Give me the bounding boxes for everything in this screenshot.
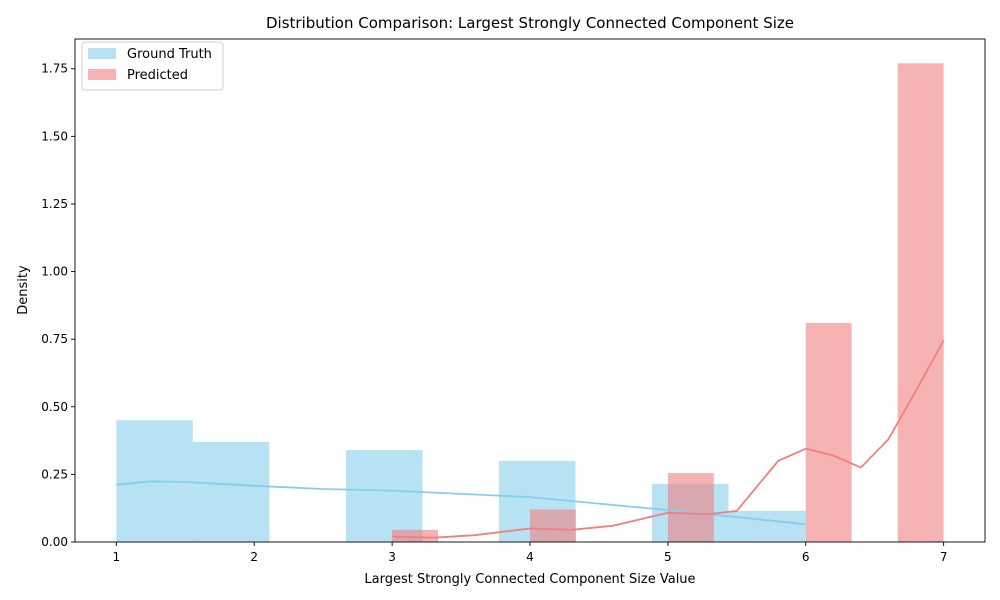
predicted-bar-5 — [897, 63, 944, 542]
x-tick-label: 3 — [388, 550, 396, 564]
predicted-legend-label: Predicted — [127, 68, 188, 83]
y-axis-label: Density — [16, 265, 31, 315]
ground-truth-legend-swatch — [88, 48, 116, 59]
ground-truth-legend-label: Ground Truth — [127, 47, 212, 62]
predicted-bar-1 — [392, 529, 439, 542]
x-axis-ticks: 1 2 3 4 5 6 7 — [113, 542, 948, 564]
y-tick-label: 1.25 — [41, 197, 68, 211]
bars-layer — [116, 63, 944, 542]
legend: Ground Truth Predicted — [81, 41, 224, 91]
y-axis-ticks: 0.00 0.25 0.50 0.75 1.00 1.25 1.50 1.75 — [41, 62, 75, 549]
predicted-bar-3 — [667, 473, 714, 542]
y-tick-label: 0.00 — [41, 535, 68, 549]
x-tick-label: 6 — [802, 550, 810, 564]
ground-truth-bar-2 — [192, 441, 270, 542]
x-tick-label: 2 — [250, 550, 258, 564]
predicted-bar-4 — [805, 322, 852, 542]
ground-truth-kde-line — [116, 480, 806, 526]
x-tick-label: 5 — [664, 550, 672, 564]
predicted-legend-swatch — [88, 69, 116, 80]
x-tick-label: 4 — [526, 550, 534, 564]
predicted-kde-line — [392, 340, 945, 539]
y-tick-label: 0.75 — [41, 332, 68, 346]
x-tick-label: 1 — [113, 550, 121, 564]
y-tick-label: 0.50 — [41, 400, 68, 414]
x-tick-label: 7 — [940, 550, 948, 564]
ground-truth-bar-3 — [345, 450, 423, 542]
ground-truth-bar-6 — [728, 510, 806, 542]
x-axis-label: Largest Strongly Connected Component Siz… — [364, 572, 695, 587]
kde-layer — [116, 340, 945, 539]
y-tick-label: 1.00 — [41, 265, 68, 279]
y-tick-label: 0.25 — [41, 467, 68, 481]
y-tick-label: 1.75 — [41, 62, 68, 76]
y-tick-label: 1.50 — [41, 129, 68, 143]
chart-title: Distribution Comparison: Largest Strongl… — [266, 14, 794, 32]
legend-box — [81, 41, 224, 91]
predicted-bar-2 — [530, 509, 576, 542]
